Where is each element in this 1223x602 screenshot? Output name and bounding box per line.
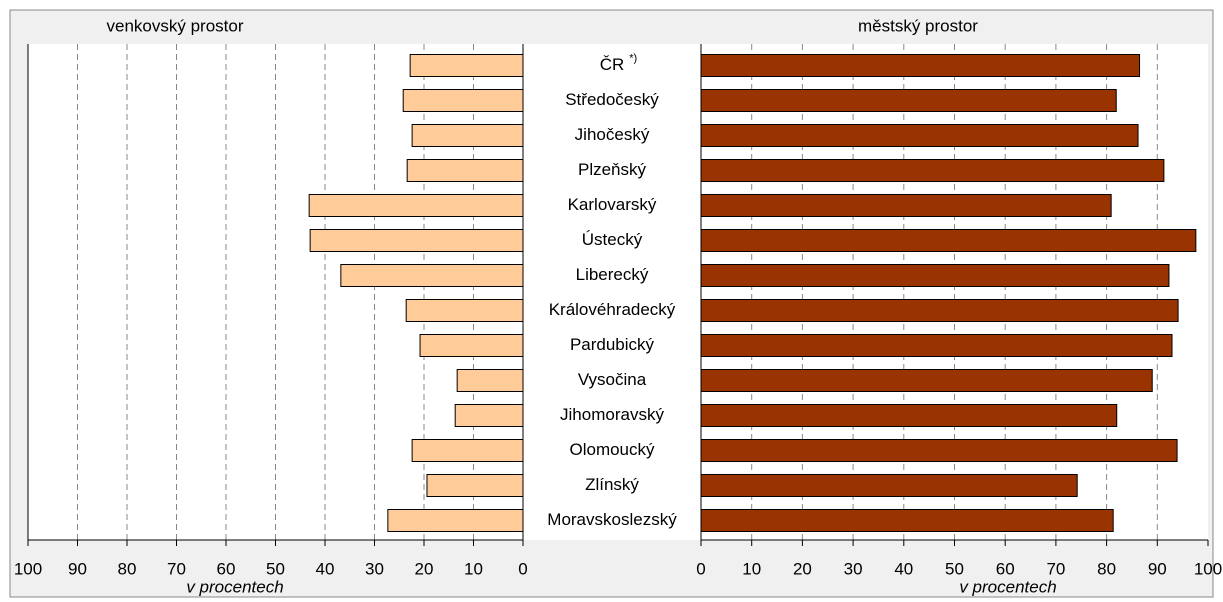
category-label: Jihomoravský	[560, 405, 664, 424]
bar	[402, 89, 524, 112]
category-label: Olomoucký	[569, 440, 655, 459]
x-tick-label: 100	[14, 559, 42, 578]
bar	[700, 89, 1117, 112]
x-tick-label: 30	[365, 559, 384, 578]
x-tick-label: 10	[464, 559, 483, 578]
category-label: Moravskoslezský	[547, 510, 677, 529]
bar	[409, 54, 524, 77]
bar	[700, 229, 1197, 252]
x-tick-label: 10	[742, 559, 761, 578]
category-label: Ústecký	[582, 230, 643, 249]
category-label: Karlovarský	[568, 195, 657, 214]
x-axis-label: v procentech	[959, 577, 1056, 596]
bar	[700, 369, 1153, 392]
x-tick-label: 40	[316, 559, 335, 578]
x-tick-label: 80	[1097, 559, 1116, 578]
x-tick-label: 80	[118, 559, 137, 578]
x-tick-label: 90	[1148, 559, 1167, 578]
x-tick-label: 0	[518, 559, 527, 578]
x-tick-label: 30	[844, 559, 863, 578]
bar	[456, 369, 524, 392]
bar	[387, 509, 524, 532]
panel-title: městský prostor	[858, 16, 978, 35]
bar	[419, 334, 524, 357]
category-label: Vysočina	[578, 370, 647, 389]
x-axis-label: v procentech	[186, 577, 283, 596]
bar	[700, 264, 1170, 287]
bar	[700, 299, 1179, 322]
x-tick-label: 60	[996, 559, 1015, 578]
x-tick-label: 50	[266, 559, 285, 578]
category-label: Pardubický	[570, 335, 655, 354]
bar	[700, 54, 1141, 77]
x-tick-label: 50	[945, 559, 964, 578]
bar	[411, 124, 524, 147]
bar	[700, 124, 1139, 147]
bar	[308, 194, 524, 217]
bar	[411, 439, 524, 462]
category-label: Zlínský	[585, 475, 639, 494]
x-tick-label: 100	[1194, 559, 1222, 578]
panel-title: venkovský prostor	[107, 16, 244, 35]
x-tick-label: 70	[1046, 559, 1065, 578]
bar	[700, 404, 1118, 427]
x-tick-label: 40	[894, 559, 913, 578]
x-tick-label: 20	[415, 559, 434, 578]
bar	[700, 439, 1178, 462]
bar	[405, 299, 524, 322]
x-tick-label: 90	[68, 559, 87, 578]
bar	[700, 159, 1165, 182]
bar	[340, 264, 524, 287]
category-label: ČR	[600, 55, 625, 74]
bar	[700, 334, 1173, 357]
x-tick-label: 20	[793, 559, 812, 578]
category-label: Liberecký	[576, 265, 649, 284]
x-tick-label: 70	[167, 559, 186, 578]
category-label: Královéhradecký	[549, 300, 676, 319]
x-tick-label: 60	[217, 559, 236, 578]
category-note: *)	[629, 52, 637, 64]
bar	[700, 509, 1114, 532]
category-label: Plzeňský	[578, 160, 647, 179]
x-tick-label: 0	[696, 559, 705, 578]
bar	[406, 159, 524, 182]
bar	[454, 404, 524, 427]
category-label: Jihočeský	[575, 125, 650, 144]
category-label: Středočeský	[565, 90, 659, 109]
plot-area	[28, 44, 1208, 540]
bar	[309, 229, 524, 252]
bar	[700, 194, 1112, 217]
bar	[426, 474, 524, 497]
bar	[700, 474, 1078, 497]
